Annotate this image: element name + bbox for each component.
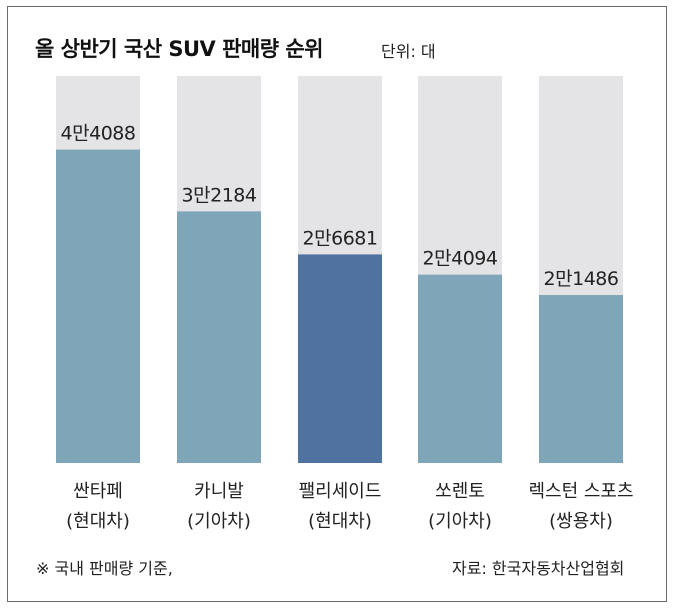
source-note: 자료: 한국자동차산업협회 — [452, 559, 625, 578]
maker-label: (기아차) — [187, 511, 251, 532]
bar — [177, 211, 261, 463]
bar — [56, 149, 140, 464]
maker-label: (현대차) — [308, 511, 372, 532]
maker-label: (현대차) — [66, 511, 130, 532]
bar-value-label: 2만1486 — [544, 268, 619, 290]
unit-label: 단위: 대 — [381, 42, 436, 61]
category-label: 카니발 — [194, 481, 244, 502]
category-label: 렉스턴 스포츠 — [528, 481, 633, 502]
maker-label: (기아차) — [428, 511, 492, 532]
category-label: 싼타페 — [73, 481, 123, 502]
footnote: ※ 국내 판매량 기준, — [36, 559, 173, 578]
bar — [298, 254, 382, 463]
chart-title: 올 상반기 국산 SUV 판매량 순위 — [35, 37, 324, 61]
bar-value-label: 2만4094 — [423, 248, 498, 270]
bar-value-label: 3만2184 — [182, 184, 257, 206]
maker-label: (쌍용차) — [549, 511, 613, 532]
bar — [539, 295, 623, 463]
bar-value-label: 4만4088 — [61, 123, 136, 145]
category-label: 쏘렌토 — [435, 481, 485, 502]
bar-value-label: 2만6681 — [303, 227, 378, 249]
bar — [418, 274, 502, 463]
category-label: 팰리세이드 — [299, 481, 382, 502]
